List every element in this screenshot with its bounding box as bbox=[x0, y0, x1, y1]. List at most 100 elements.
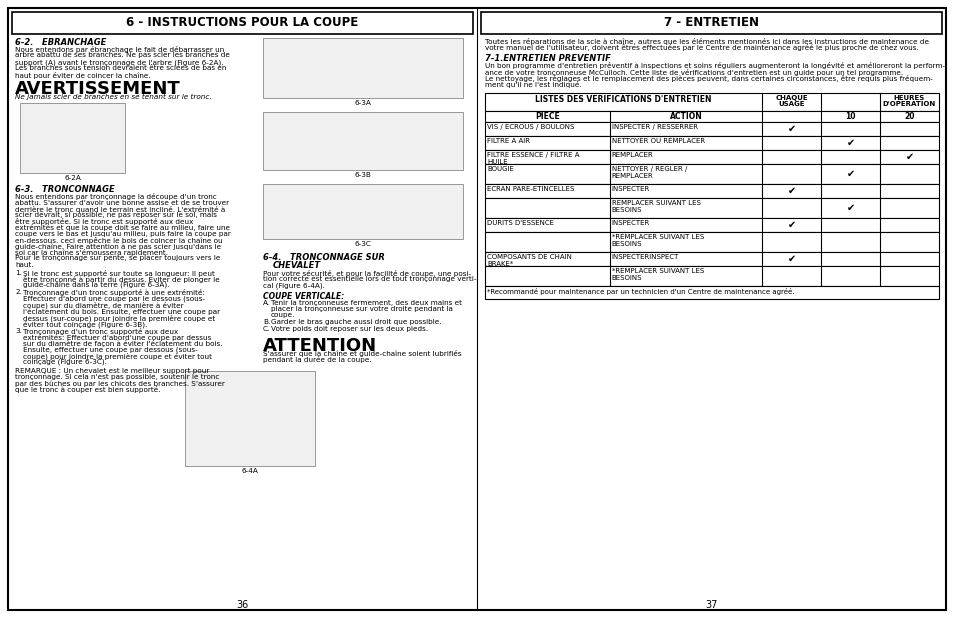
Text: en-dessous. ceci empêche le bois de coincer la chaîne ou: en-dessous. ceci empêche le bois de coin… bbox=[15, 237, 222, 244]
Text: Nous entendons par tronçonnage la découpe d'un tronc: Nous entendons par tronçonnage la découp… bbox=[15, 193, 216, 200]
Text: sur du diamètre de façon à éviter l'éclatement du bois.: sur du diamètre de façon à éviter l'écla… bbox=[23, 340, 222, 347]
Text: DURITS D'ESSENCE: DURITS D'ESSENCE bbox=[486, 220, 554, 226]
Text: A.: A. bbox=[263, 300, 270, 305]
Text: VIS / ECROUS / BOULONS: VIS / ECROUS / BOULONS bbox=[486, 124, 574, 130]
Text: NETTOYER OU REMPLACER: NETTOYER OU REMPLACER bbox=[611, 138, 704, 144]
Text: Les branches sous tension devraient être sciées de bas en: Les branches sous tension devraient être… bbox=[15, 66, 226, 72]
Text: 20: 20 bbox=[903, 112, 914, 121]
Bar bbox=[484, 122, 938, 136]
Text: NETTOYER / REGLER /
REMPLACER: NETTOYER / REGLER / REMPLACER bbox=[611, 166, 686, 179]
Text: cal (Figure 6-4A).: cal (Figure 6-4A). bbox=[263, 282, 325, 289]
Text: COMPOSANTS DE CHAIN
BRAKE*: COMPOSANTS DE CHAIN BRAKE* bbox=[486, 254, 571, 267]
Text: *REMPLACER SUIVANT LES
BESOINS: *REMPLACER SUIVANT LES BESOINS bbox=[611, 268, 703, 281]
Text: ECRAN PARE-ETINCELLES: ECRAN PARE-ETINCELLES bbox=[486, 186, 574, 192]
Text: Tronçonnage d'un tronc supporté aux deux: Tronçonnage d'un tronc supporté aux deux bbox=[23, 328, 178, 335]
Text: CHAQUE: CHAQUE bbox=[775, 95, 807, 101]
Text: Votre poids doit reposer sur les deux pieds.: Votre poids doit reposer sur les deux pi… bbox=[271, 326, 428, 332]
Text: pendant la durée de la coupe.: pendant la durée de la coupe. bbox=[263, 356, 372, 363]
Text: ✔: ✔ bbox=[904, 152, 913, 162]
Bar bbox=[484, 252, 938, 266]
Text: derrière le tronc quand le terrain est incliné. L'extrémité à: derrière le tronc quand le terrain est i… bbox=[15, 206, 225, 213]
Text: LISTES DES VERIFICATIONS D'ENTRETIEN: LISTES DES VERIFICATIONS D'ENTRETIEN bbox=[535, 95, 711, 104]
Text: guide-chaîne. Faire attention à ne pas scier jusqu'dans le: guide-chaîne. Faire attention à ne pas s… bbox=[15, 243, 221, 250]
Bar bbox=[484, 218, 938, 232]
Text: 6-3.   TRONCONNAGE: 6-3. TRONCONNAGE bbox=[15, 185, 114, 195]
Text: Nous entendons par ébranchage le fait de débarrasser un: Nous entendons par ébranchage le fait de… bbox=[15, 46, 224, 53]
Text: Tenir la tronçonneuse fermement, des deux mains et: Tenir la tronçonneuse fermement, des deu… bbox=[271, 300, 461, 305]
Text: ✔: ✔ bbox=[845, 203, 854, 213]
Text: 7 - ENTRETIEN: 7 - ENTRETIEN bbox=[663, 17, 759, 30]
Text: guide-chaîne dans la terre (Figure 6-3A).: guide-chaîne dans la terre (Figure 6-3A)… bbox=[23, 282, 170, 289]
Text: 6-3B: 6-3B bbox=[355, 172, 371, 178]
Text: 6-2.   EBRANCHAGE: 6-2. EBRANCHAGE bbox=[15, 38, 107, 47]
Text: INSPECTERINSPECT: INSPECTERINSPECT bbox=[611, 254, 679, 260]
Text: Garder le bras gauche aussi droit que possible.: Garder le bras gauche aussi droit que po… bbox=[271, 320, 441, 325]
Bar bbox=[484, 184, 938, 198]
Text: S'assurer que la chaîne et guide-chaîne soient lubrifiés: S'assurer que la chaîne et guide-chaîne … bbox=[263, 350, 461, 357]
Text: haut pour éviter de coincer la chaîne.: haut pour éviter de coincer la chaîne. bbox=[15, 72, 151, 79]
Text: 37: 37 bbox=[704, 600, 717, 610]
Text: ✔: ✔ bbox=[845, 138, 854, 148]
Bar bbox=[263, 112, 462, 170]
Text: votre manuel de l'utilisateur, doivent êtres effectuées par le Centre de mainten: votre manuel de l'utilisateur, doivent ê… bbox=[484, 44, 918, 51]
Bar bbox=[20, 103, 125, 172]
Bar bbox=[185, 371, 314, 466]
Text: INSPECTER: INSPECTER bbox=[611, 220, 649, 226]
Text: Pour le tronçonnage sur pente, se placer toujours vers le: Pour le tronçonnage sur pente, se placer… bbox=[15, 255, 220, 261]
Text: Ne jamais scier de branches en se tenant sur le tronc.: Ne jamais scier de branches en se tenant… bbox=[15, 93, 212, 99]
Text: 10: 10 bbox=[844, 112, 855, 121]
Text: haut.: haut. bbox=[15, 261, 33, 268]
Bar bbox=[484, 232, 938, 252]
Text: C.: C. bbox=[263, 326, 270, 332]
Text: extrémités: Effectuer d'abord'une coupe par dessus: extrémités: Effectuer d'abord'une coupe … bbox=[23, 334, 212, 341]
Bar bbox=[484, 198, 938, 218]
Text: D'OPERATION: D'OPERATION bbox=[882, 101, 935, 107]
Text: *Recommandé pour maintenance par un technicien d'un Centre de maintenance agréé.: *Recommandé pour maintenance par un tech… bbox=[486, 288, 794, 295]
Bar bbox=[484, 164, 938, 184]
Bar bbox=[484, 136, 938, 150]
Text: dessus (sur-coupe) pour joindre la première coupe et: dessus (sur-coupe) pour joindre la premi… bbox=[23, 315, 215, 322]
Text: Tronçonnage d'un tronc supporté à une extrémité:: Tronçonnage d'un tronc supporté à une ex… bbox=[23, 289, 205, 297]
Text: ✔: ✔ bbox=[786, 124, 795, 134]
Bar bbox=[480, 12, 941, 34]
Bar bbox=[263, 184, 462, 239]
Bar bbox=[484, 150, 938, 164]
Text: éviter tout coinçage (Figure 6-3B).: éviter tout coinçage (Figure 6-3B). bbox=[23, 321, 147, 328]
Text: PIECE: PIECE bbox=[535, 112, 559, 121]
Text: ATTENTION: ATTENTION bbox=[263, 337, 376, 355]
Text: tronçonnage. Si cela n'est pas possible, soutenir le tronc: tronçonnage. Si cela n'est pas possible,… bbox=[15, 374, 219, 380]
Text: 6-4.   TRONCONNAGE SUR: 6-4. TRONCONNAGE SUR bbox=[263, 253, 384, 262]
Text: que le tronc à couper est bien supporté.: que le tronc à couper est bien supporté. bbox=[15, 386, 160, 394]
Text: ACTION: ACTION bbox=[669, 112, 701, 121]
Text: 1.: 1. bbox=[15, 270, 22, 276]
Text: REMARQUE : Un chevalet est le meilleur support pour: REMARQUE : Un chevalet est le meilleur s… bbox=[15, 368, 209, 374]
Text: *REMPLACER SUIVANT LES
BESOINS: *REMPLACER SUIVANT LES BESOINS bbox=[611, 234, 703, 247]
Text: ✔: ✔ bbox=[786, 254, 795, 265]
Text: ✔: ✔ bbox=[786, 186, 795, 196]
Text: par des bûches ou par les chicots des branches. S'assurer: par des bûches ou par les chicots des br… bbox=[15, 380, 225, 387]
Text: CHEVALET: CHEVALET bbox=[273, 261, 321, 270]
Text: 7-1.ENTRETIEN PREVENTIF: 7-1.ENTRETIEN PREVENTIF bbox=[484, 54, 610, 64]
Text: extrémités et que la coupe doit se faire au milieu, faire une: extrémités et que la coupe doit se faire… bbox=[15, 224, 230, 232]
Text: arbre abattu de ses branches. Ne pas scier les branches de: arbre abattu de ses branches. Ne pas sci… bbox=[15, 53, 230, 59]
Text: 2.: 2. bbox=[15, 289, 22, 295]
Text: 3.: 3. bbox=[15, 328, 22, 334]
Text: abattu. S'assurer d'avoir une bonne assise et de se trouver: abattu. S'assurer d'avoir une bonne assi… bbox=[15, 200, 229, 206]
Text: INSPECTER / RESSERRER: INSPECTER / RESSERRER bbox=[611, 124, 697, 130]
Text: ance de votre tronçonneuse McCulloch. Cette liste de vérifications d'entretien e: ance de votre tronçonneuse McCulloch. Ce… bbox=[484, 69, 902, 75]
Text: Pour votre sécurité, et pour la facilité de coupe, une posi-: Pour votre sécurité, et pour la facilité… bbox=[263, 270, 471, 277]
Text: COUPE VERTICALE:: COUPE VERTICALE: bbox=[263, 292, 344, 300]
Text: coupe.: coupe. bbox=[271, 312, 295, 318]
Text: coinçage (Figure 6-3C).: coinçage (Figure 6-3C). bbox=[23, 358, 107, 365]
Text: Toutes les réparations de la scie à chaîne, autres que les éléments mentionnés i: Toutes les réparations de la scie à chaî… bbox=[484, 38, 928, 45]
Text: sol car la chaîne s'émoussera rapidement.: sol car la chaîne s'émoussera rapidement… bbox=[15, 249, 168, 256]
Text: Le nettoyage, les réglages et le remplacement des pièces peuvent, dans certaines: Le nettoyage, les réglages et le remplac… bbox=[484, 75, 932, 82]
Text: INSPECTER: INSPECTER bbox=[611, 186, 649, 192]
Text: BOUGIE: BOUGIE bbox=[486, 166, 514, 172]
Bar bbox=[12, 12, 473, 34]
Text: coupe vers le bas et jusqu'au milieu, puis faire la coupe par: coupe vers le bas et jusqu'au milieu, pu… bbox=[15, 231, 231, 237]
Text: placer la tronçonneuse sur votre droite pendant la: placer la tronçonneuse sur votre droite … bbox=[271, 306, 453, 312]
Text: 6 - INSTRUCTIONS POUR LA COUPE: 6 - INSTRUCTIONS POUR LA COUPE bbox=[126, 17, 357, 30]
Text: scier devrait, si possible, ne pas reposer sur le sol, mais: scier devrait, si possible, ne pas repos… bbox=[15, 212, 216, 218]
Text: USAGE: USAGE bbox=[778, 101, 804, 107]
